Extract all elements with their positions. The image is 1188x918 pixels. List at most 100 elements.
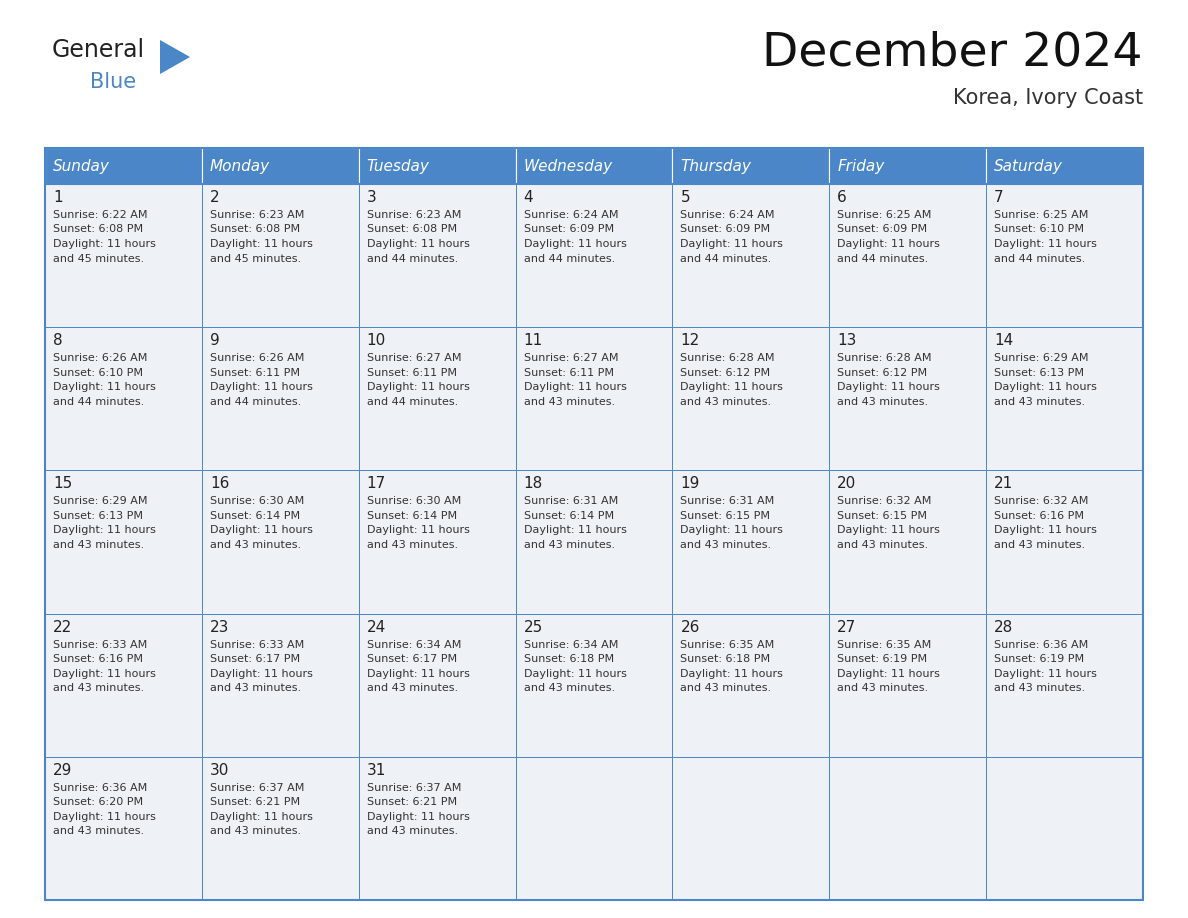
Text: Daylight: 11 hours: Daylight: 11 hours [524, 239, 626, 249]
Text: Sunset: 6:11 PM: Sunset: 6:11 PM [210, 368, 299, 377]
Text: Sunset: 6:16 PM: Sunset: 6:16 PM [994, 511, 1085, 521]
Text: 7: 7 [994, 190, 1004, 205]
Text: 22: 22 [53, 620, 72, 634]
Text: Sunrise: 6:32 AM: Sunrise: 6:32 AM [994, 497, 1088, 507]
Bar [45, 148, 202, 184]
Bar [986, 756, 1143, 900]
Text: 20: 20 [838, 476, 857, 491]
Text: Daylight: 11 hours: Daylight: 11 hours [838, 239, 940, 249]
Text: Sunset: 6:10 PM: Sunset: 6:10 PM [53, 368, 143, 377]
Text: and 44 minutes.: and 44 minutes. [53, 397, 144, 407]
Text: 19: 19 [681, 476, 700, 491]
Text: Sunrise: 6:29 AM: Sunrise: 6:29 AM [994, 353, 1088, 364]
Text: Daylight: 11 hours: Daylight: 11 hours [524, 525, 626, 535]
Polygon shape [160, 40, 190, 74]
Text: Daylight: 11 hours: Daylight: 11 hours [524, 382, 626, 392]
Text: and 44 minutes.: and 44 minutes. [524, 253, 615, 263]
Text: Sunrise: 6:25 AM: Sunrise: 6:25 AM [994, 210, 1088, 220]
Text: Sunrise: 6:27 AM: Sunrise: 6:27 AM [367, 353, 461, 364]
Text: Daylight: 11 hours: Daylight: 11 hours [210, 382, 312, 392]
Bar [45, 470, 202, 613]
Text: Saturday: Saturday [994, 159, 1063, 174]
Bar [672, 327, 829, 470]
Text: Sunrise: 6:26 AM: Sunrise: 6:26 AM [210, 353, 304, 364]
Text: Sunrise: 6:24 AM: Sunrise: 6:24 AM [524, 210, 618, 220]
Text: 6: 6 [838, 190, 847, 205]
Text: 16: 16 [210, 476, 229, 491]
Bar [45, 327, 202, 470]
Text: and 44 minutes.: and 44 minutes. [838, 253, 929, 263]
Text: Sunset: 6:15 PM: Sunset: 6:15 PM [681, 511, 771, 521]
Text: and 43 minutes.: and 43 minutes. [53, 683, 144, 693]
Text: Sunset: 6:18 PM: Sunset: 6:18 PM [524, 655, 614, 664]
Text: 9: 9 [210, 333, 220, 348]
Text: 1: 1 [53, 190, 63, 205]
Bar [45, 756, 202, 900]
Text: 17: 17 [367, 476, 386, 491]
Text: 28: 28 [994, 620, 1013, 634]
Text: Sunrise: 6:29 AM: Sunrise: 6:29 AM [53, 497, 147, 507]
Text: Sunset: 6:19 PM: Sunset: 6:19 PM [994, 655, 1085, 664]
Text: Sunset: 6:17 PM: Sunset: 6:17 PM [367, 655, 457, 664]
Text: and 43 minutes.: and 43 minutes. [994, 397, 1086, 407]
Text: Sunrise: 6:34 AM: Sunrise: 6:34 AM [524, 640, 618, 650]
Text: 31: 31 [367, 763, 386, 778]
Text: and 43 minutes.: and 43 minutes. [838, 683, 928, 693]
Text: 21: 21 [994, 476, 1013, 491]
Text: Sunset: 6:09 PM: Sunset: 6:09 PM [681, 225, 771, 234]
Bar [359, 756, 516, 900]
Text: Sunset: 6:08 PM: Sunset: 6:08 PM [367, 225, 457, 234]
Text: Sunrise: 6:36 AM: Sunrise: 6:36 AM [53, 783, 147, 793]
Text: 10: 10 [367, 333, 386, 348]
Bar [516, 470, 672, 613]
Text: Daylight: 11 hours: Daylight: 11 hours [367, 239, 469, 249]
Text: and 43 minutes.: and 43 minutes. [994, 540, 1086, 550]
Bar [829, 184, 986, 327]
Text: Daylight: 11 hours: Daylight: 11 hours [994, 525, 1097, 535]
Text: Daylight: 11 hours: Daylight: 11 hours [681, 668, 783, 678]
Bar [359, 148, 516, 184]
Text: Daylight: 11 hours: Daylight: 11 hours [53, 239, 156, 249]
Text: Sunrise: 6:37 AM: Sunrise: 6:37 AM [367, 783, 461, 793]
Text: Sunday: Sunday [53, 159, 109, 174]
Bar [359, 613, 516, 756]
Bar [202, 148, 359, 184]
Text: Monday: Monday [210, 159, 270, 174]
Bar [516, 327, 672, 470]
Text: 3: 3 [367, 190, 377, 205]
Text: 4: 4 [524, 190, 533, 205]
Text: Sunrise: 6:34 AM: Sunrise: 6:34 AM [367, 640, 461, 650]
Text: Sunset: 6:14 PM: Sunset: 6:14 PM [367, 511, 457, 521]
Text: Daylight: 11 hours: Daylight: 11 hours [838, 382, 940, 392]
Text: Sunrise: 6:23 AM: Sunrise: 6:23 AM [210, 210, 304, 220]
Text: 23: 23 [210, 620, 229, 634]
Text: 24: 24 [367, 620, 386, 634]
Text: Daylight: 11 hours: Daylight: 11 hours [53, 382, 156, 392]
Text: Daylight: 11 hours: Daylight: 11 hours [210, 239, 312, 249]
Text: Sunrise: 6:28 AM: Sunrise: 6:28 AM [681, 353, 775, 364]
Text: and 43 minutes.: and 43 minutes. [53, 540, 144, 550]
Text: and 43 minutes.: and 43 minutes. [367, 540, 457, 550]
Bar [829, 148, 986, 184]
Text: Sunset: 6:21 PM: Sunset: 6:21 PM [367, 798, 457, 807]
Text: Daylight: 11 hours: Daylight: 11 hours [367, 812, 469, 822]
Bar [359, 184, 516, 327]
Text: Sunset: 6:19 PM: Sunset: 6:19 PM [838, 655, 928, 664]
Bar [516, 184, 672, 327]
Text: Sunrise: 6:25 AM: Sunrise: 6:25 AM [838, 210, 931, 220]
Bar [202, 613, 359, 756]
Bar [672, 148, 829, 184]
Text: Sunset: 6:20 PM: Sunset: 6:20 PM [53, 798, 143, 807]
Text: 8: 8 [53, 333, 63, 348]
Text: 13: 13 [838, 333, 857, 348]
Text: 30: 30 [210, 763, 229, 778]
Text: and 44 minutes.: and 44 minutes. [681, 253, 772, 263]
Text: Daylight: 11 hours: Daylight: 11 hours [994, 668, 1097, 678]
Text: Sunrise: 6:36 AM: Sunrise: 6:36 AM [994, 640, 1088, 650]
Bar [45, 613, 202, 756]
Text: Wednesday: Wednesday [524, 159, 613, 174]
Text: and 44 minutes.: and 44 minutes. [994, 253, 1086, 263]
Bar [829, 470, 986, 613]
Text: General: General [52, 38, 145, 62]
Bar [516, 756, 672, 900]
